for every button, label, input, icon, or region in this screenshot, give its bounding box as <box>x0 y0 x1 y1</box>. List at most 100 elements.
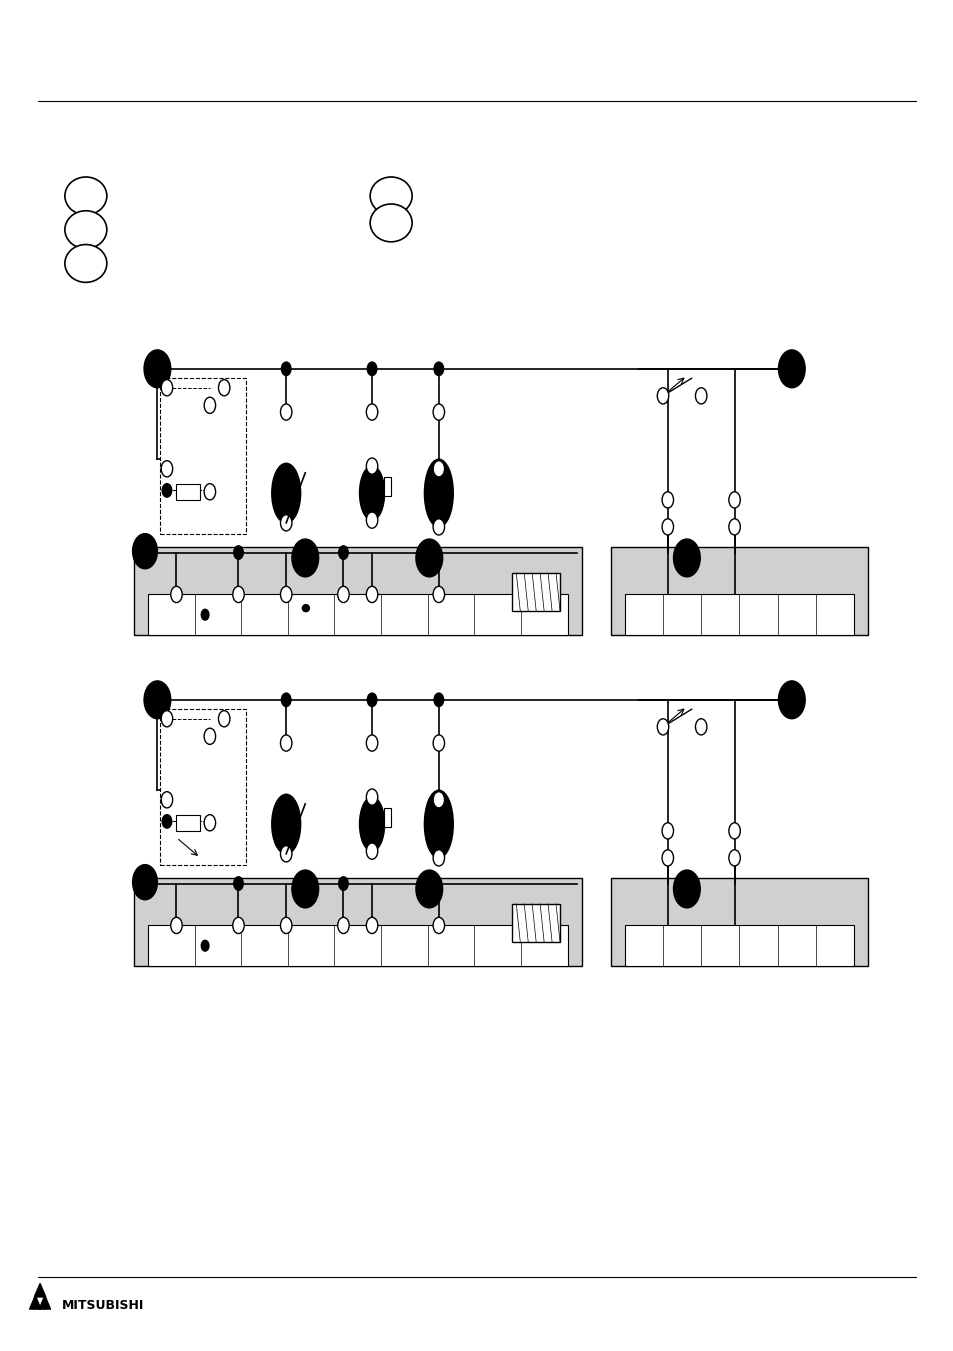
Circle shape <box>367 362 376 376</box>
Circle shape <box>673 539 700 577</box>
Circle shape <box>233 586 244 603</box>
Circle shape <box>728 492 740 508</box>
Bar <box>133 878 581 966</box>
Circle shape <box>728 823 740 839</box>
Circle shape <box>132 865 157 900</box>
Circle shape <box>728 850 740 866</box>
Text: MITSUBISHI: MITSUBISHI <box>62 1298 144 1312</box>
Bar <box>133 547 581 635</box>
Circle shape <box>204 397 215 413</box>
Circle shape <box>204 815 215 831</box>
Circle shape <box>280 917 292 934</box>
Circle shape <box>280 586 292 603</box>
Bar <box>176 484 200 500</box>
Circle shape <box>337 586 349 603</box>
Circle shape <box>161 461 172 477</box>
Circle shape <box>433 917 444 934</box>
Circle shape <box>201 609 209 620</box>
Circle shape <box>171 917 182 934</box>
Circle shape <box>661 850 673 866</box>
Ellipse shape <box>359 466 384 520</box>
Circle shape <box>661 492 673 508</box>
Circle shape <box>280 735 292 751</box>
Circle shape <box>434 693 443 707</box>
Circle shape <box>338 877 348 890</box>
Circle shape <box>433 586 444 603</box>
Polygon shape <box>30 1296 41 1309</box>
Circle shape <box>337 917 349 934</box>
Circle shape <box>281 693 291 707</box>
Ellipse shape <box>65 211 107 249</box>
FancyBboxPatch shape <box>160 378 246 534</box>
Circle shape <box>366 586 377 603</box>
Bar <box>383 477 391 496</box>
Circle shape <box>280 846 292 862</box>
Circle shape <box>281 362 291 376</box>
Bar <box>383 808 391 827</box>
Bar <box>512 573 559 611</box>
Circle shape <box>161 792 172 808</box>
Ellipse shape <box>65 245 107 282</box>
Circle shape <box>162 484 172 497</box>
Circle shape <box>204 484 215 500</box>
Circle shape <box>162 815 172 828</box>
Circle shape <box>416 870 442 908</box>
Bar <box>624 925 853 966</box>
Circle shape <box>366 735 377 751</box>
Circle shape <box>280 404 292 420</box>
Polygon shape <box>39 1296 51 1309</box>
Circle shape <box>657 388 668 404</box>
Circle shape <box>661 519 673 535</box>
Ellipse shape <box>272 794 300 854</box>
Circle shape <box>218 711 230 727</box>
Circle shape <box>416 539 442 577</box>
Circle shape <box>218 380 230 396</box>
Circle shape <box>778 681 804 719</box>
Ellipse shape <box>370 177 412 215</box>
Ellipse shape <box>424 790 453 858</box>
Ellipse shape <box>424 459 453 527</box>
Bar <box>624 594 853 635</box>
Circle shape <box>673 870 700 908</box>
Ellipse shape <box>359 797 384 851</box>
Bar <box>610 878 867 966</box>
Circle shape <box>433 792 444 808</box>
Circle shape <box>433 850 444 866</box>
Circle shape <box>292 870 318 908</box>
Circle shape <box>201 940 209 951</box>
Circle shape <box>233 877 243 890</box>
FancyBboxPatch shape <box>160 709 246 865</box>
Circle shape <box>338 546 348 559</box>
Bar <box>176 815 200 831</box>
Bar <box>148 925 567 966</box>
Circle shape <box>657 719 668 735</box>
Circle shape <box>171 586 182 603</box>
Bar <box>148 594 567 635</box>
Polygon shape <box>34 1283 46 1297</box>
Circle shape <box>161 711 172 727</box>
Circle shape <box>366 843 377 859</box>
Circle shape <box>695 388 706 404</box>
Circle shape <box>366 917 377 934</box>
Circle shape <box>433 404 444 420</box>
Ellipse shape <box>65 177 107 215</box>
Circle shape <box>161 380 172 396</box>
Circle shape <box>366 404 377 420</box>
Circle shape <box>233 917 244 934</box>
Circle shape <box>434 362 443 376</box>
Circle shape <box>132 534 157 569</box>
Circle shape <box>433 735 444 751</box>
Circle shape <box>695 719 706 735</box>
Circle shape <box>728 519 740 535</box>
Circle shape <box>292 539 318 577</box>
Circle shape <box>144 681 171 719</box>
Circle shape <box>366 458 377 474</box>
Circle shape <box>366 512 377 528</box>
Text: ●: ● <box>300 603 310 613</box>
Ellipse shape <box>272 463 300 523</box>
Bar <box>512 904 559 942</box>
Circle shape <box>366 789 377 805</box>
Circle shape <box>661 823 673 839</box>
Circle shape <box>433 461 444 477</box>
Circle shape <box>144 350 171 388</box>
